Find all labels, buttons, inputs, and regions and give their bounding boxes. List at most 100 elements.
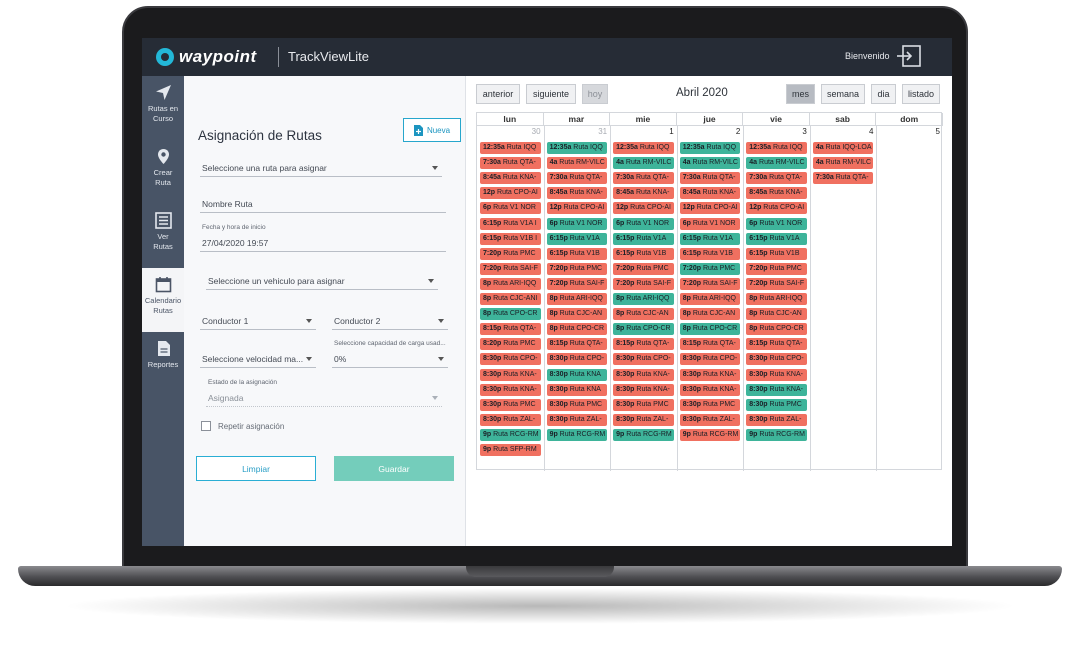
- next-button[interactable]: siguiente: [526, 84, 576, 104]
- calendar-event[interactable]: 8:30p Ruta KNA-: [746, 383, 807, 396]
- calendar-event[interactable]: 8p Ruta CJC-AN: [546, 308, 608, 321]
- calendar-event[interactable]: 12:35a Ruta IQQ: [679, 142, 741, 154]
- repeat-assignment-checkbox[interactable]: [201, 421, 211, 431]
- calendar-event[interactable]: 9p Ruta SFP-RM: [480, 444, 541, 456]
- sidebar-item-calendario-rutas[interactable]: Calendario Rutas: [142, 268, 184, 332]
- calendar-event[interactable]: 8:30p Ruta PMC: [480, 398, 541, 411]
- calendar-event[interactable]: 8:45a Ruta KNA-: [746, 187, 807, 200]
- calendar-event[interactable]: 6:15p Ruta V1B I: [480, 232, 541, 245]
- driver2-select[interactable]: Conductor 2: [332, 314, 448, 330]
- calendar-event[interactable]: 8:15p Ruta QTA-: [746, 338, 807, 351]
- calendar-event[interactable]: 8:30p Ruta KNA-: [480, 368, 541, 381]
- sidebar-item-rutas-en-curso[interactable]: Rutas en Curso: [142, 76, 184, 140]
- calendar-event[interactable]: 8:30p Ruta KNA-: [746, 368, 807, 381]
- calendar-event[interactable]: 8:45a Ruta KNA-: [546, 187, 608, 200]
- calendar-event[interactable]: 6:15p Ruta V1B: [679, 247, 741, 260]
- calendar-event[interactable]: 4a Ruta RM-VILC: [746, 157, 807, 170]
- vehicle-select[interactable]: Seleccione un vehiculo para asignar: [206, 274, 438, 290]
- calendar-event[interactable]: 7:20p Ruta SAI-F: [746, 277, 807, 290]
- capacity-select[interactable]: Seleccione capacidad de carga usad... 0%: [332, 340, 448, 368]
- calendar-event[interactable]: 8:30p Ruta CPO-: [613, 353, 674, 366]
- calendar-event[interactable]: 7:20p Ruta SAI-F: [546, 277, 608, 290]
- calendar-event[interactable]: 8:30p Ruta PMC: [613, 398, 674, 411]
- calendar-event[interactable]: 6:15p Ruta V1B: [746, 247, 807, 260]
- calendar-event[interactable]: 8:30p Ruta KNA-: [613, 368, 674, 381]
- week-view-button[interactable]: semana: [821, 84, 865, 104]
- calendar-event[interactable]: 8p Ruta CPO-CR: [746, 323, 807, 336]
- calendar-event[interactable]: 8p Ruta ARI-IQQ: [480, 277, 541, 290]
- today-button[interactable]: hoy: [582, 84, 608, 104]
- day-number[interactable]: 1: [669, 127, 674, 136]
- calendar-event[interactable]: 8p Ruta CJC-AN: [613, 308, 674, 321]
- calendar-event[interactable]: 8:30p Ruta KNA-: [679, 383, 741, 396]
- calendar-event[interactable]: 6:15p Ruta V1A I: [480, 217, 541, 230]
- calendar-event[interactable]: 7:20p Ruta SAI-F: [480, 262, 541, 275]
- calendar-event[interactable]: 8:30p Ruta CPO-: [480, 353, 541, 366]
- day-number[interactable]: 30: [531, 127, 541, 136]
- route-name-field[interactable]: Nombre Ruta: [200, 197, 446, 213]
- month-view-button[interactable]: mes: [786, 84, 815, 104]
- calendar-event[interactable]: 4a Ruta RM-VILC: [613, 157, 674, 170]
- calendar-event[interactable]: 8:15p Ruta QTA-: [679, 338, 741, 351]
- calendar-event[interactable]: 12:35a Ruta IQQ: [613, 142, 674, 154]
- sidebar-item-crear-ruta[interactable]: Crear Ruta: [142, 140, 184, 204]
- sidebar-item-ver-rutas[interactable]: Ver Rutas: [142, 204, 184, 268]
- calendar-event[interactable]: 9p Ruta RCG-RM: [546, 428, 608, 441]
- calendar-event[interactable]: 6:15p Ruta V1A: [613, 232, 674, 245]
- list-view-button[interactable]: listado: [902, 84, 940, 104]
- calendar-event[interactable]: 7:20p Ruta PMC: [546, 262, 608, 275]
- calendar-event[interactable]: 7:20p Ruta PMC: [480, 247, 541, 260]
- calendar-event[interactable]: 8:30p Ruta CPO-: [679, 353, 741, 366]
- calendar-event[interactable]: 8p Ruta CPO-CR: [480, 308, 541, 321]
- calendar-event[interactable]: 12p Ruta CPO-AI: [613, 202, 674, 215]
- calendar-event[interactable]: 8:30p Ruta ZAL-: [613, 413, 674, 426]
- calendar-event[interactable]: 12p Ruta CPO-AI: [679, 202, 741, 215]
- calendar-event[interactable]: 8p Ruta CPO-CR: [546, 323, 608, 336]
- calendar-event[interactable]: 8:15p Ruta QTA-: [546, 338, 608, 351]
- calendar-event[interactable]: 8:30p Ruta KNA-: [613, 383, 674, 396]
- calendar-event[interactable]: 9p Ruta RCG-RM: [746, 428, 807, 441]
- save-button[interactable]: Guardar: [334, 456, 454, 481]
- calendar-event[interactable]: 6p Ruta V1 NOR: [546, 217, 608, 230]
- calendar-event[interactable]: 8:30p Ruta ZAL-: [546, 413, 608, 426]
- calendar-event[interactable]: 8:45a Ruta KNA-: [679, 187, 741, 200]
- calendar-event[interactable]: 8:30p Ruta ZAL-: [679, 413, 741, 426]
- calendar-event[interactable]: 7:20p Ruta PMC: [746, 262, 807, 275]
- clear-button[interactable]: Limpiar: [196, 456, 316, 481]
- calendar-event[interactable]: 12:35a Ruta IQQ: [746, 142, 807, 154]
- calendar-event[interactable]: 7:30a Ruta QTA-: [480, 157, 541, 170]
- calendar-event[interactable]: 12p Ruta CPO-AI: [480, 187, 541, 200]
- route-select[interactable]: Seleccione una ruta para asignar: [200, 161, 442, 177]
- calendar-event[interactable]: 8:30p Ruta CPO-: [546, 353, 608, 366]
- calendar-event[interactable]: 8:30p Ruta KNA-: [480, 383, 541, 396]
- calendar-event[interactable]: 12p Ruta CPO-AI: [546, 202, 608, 215]
- calendar-event[interactable]: 8p Ruta CJC-AN: [746, 308, 807, 321]
- calendar-event[interactable]: 8:30p Ruta KNA-: [679, 368, 741, 381]
- driver1-select[interactable]: Conductor 1: [200, 314, 316, 330]
- calendar-event[interactable]: 6:15p Ruta V1B: [546, 247, 608, 260]
- calendar-event[interactable]: 6p Ruta V1 NOR: [746, 217, 807, 230]
- calendar-event[interactable]: 8p Ruta ARI-IQQ: [613, 293, 674, 305]
- calendar-event[interactable]: 6p Ruta V1 NOR: [679, 217, 741, 230]
- calendar-event[interactable]: 4a Ruta RM-VILC: [679, 157, 741, 170]
- calendar-event[interactable]: 7:30a Ruta QTA-: [746, 172, 807, 185]
- calendar-event[interactable]: 7:20p Ruta PMC: [613, 262, 674, 275]
- calendar-event[interactable]: 7:30a Ruta QTA-: [679, 172, 741, 185]
- calendar-event[interactable]: 8:30p Ruta PMC: [746, 398, 807, 411]
- day-number[interactable]: 4: [868, 127, 874, 136]
- calendar-event[interactable]: 8:15p Ruta QTA-: [613, 338, 674, 351]
- calendar-event[interactable]: 8p Ruta CPO-CR: [679, 323, 741, 336]
- day-number[interactable]: 5: [935, 127, 940, 136]
- calendar-event[interactable]: 4a Ruta RM-VILC: [812, 157, 874, 170]
- calendar-event[interactable]: 6p Ruta V1 NOR: [613, 217, 674, 230]
- prev-button[interactable]: anterior: [476, 84, 520, 104]
- calendar-event[interactable]: 7:30a Ruta QTA-: [613, 172, 674, 185]
- calendar-event[interactable]: 12:35a Ruta IQQ: [480, 142, 541, 154]
- calendar-event[interactable]: 4a Ruta IQQ-LOA: [812, 142, 874, 154]
- calendar-event[interactable]: 12:35a Ruta IQQ: [546, 142, 608, 154]
- calendar-event[interactable]: 8:45a Ruta KNA-: [613, 187, 674, 200]
- logout-icon[interactable]: [896, 44, 922, 68]
- start-datetime-field[interactable]: Fecha y hora de inicio 27/04/2020 19:57: [200, 224, 446, 252]
- calendar-event[interactable]: 12p Ruta CPO-AI: [746, 202, 807, 215]
- calendar-event[interactable]: 8:30p Ruta KNA: [546, 368, 608, 381]
